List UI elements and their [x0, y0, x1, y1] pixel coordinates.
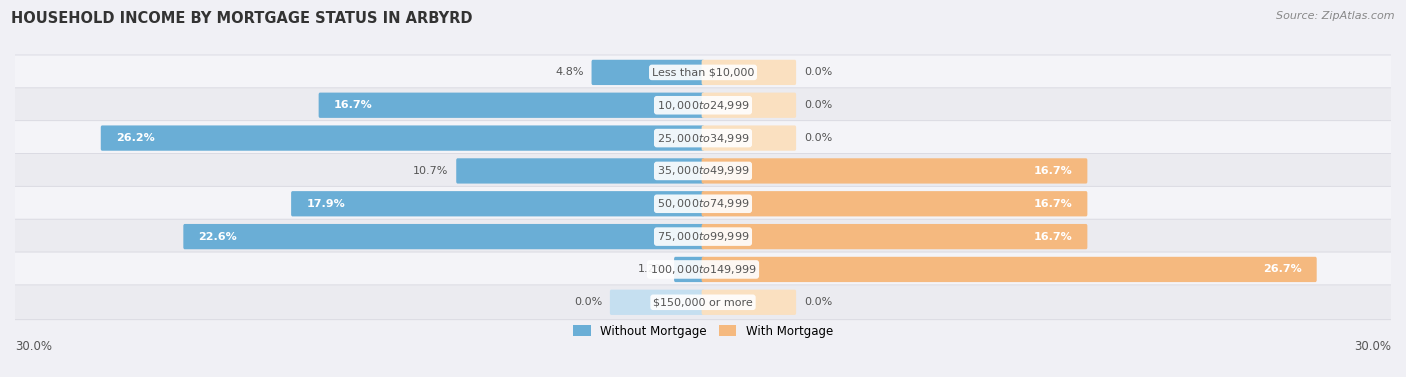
FancyBboxPatch shape: [702, 191, 1087, 216]
Text: 1.2%: 1.2%: [638, 264, 666, 274]
Text: 26.7%: 26.7%: [1263, 264, 1302, 274]
Text: 16.7%: 16.7%: [1033, 199, 1073, 209]
Text: 30.0%: 30.0%: [1354, 340, 1391, 353]
FancyBboxPatch shape: [14, 55, 1392, 90]
Text: $50,000 to $74,999: $50,000 to $74,999: [657, 197, 749, 210]
Text: $25,000 to $34,999: $25,000 to $34,999: [657, 132, 749, 145]
Text: 4.8%: 4.8%: [555, 67, 583, 77]
Text: 0.0%: 0.0%: [804, 297, 832, 307]
Text: Source: ZipAtlas.com: Source: ZipAtlas.com: [1277, 11, 1395, 21]
Text: $75,000 to $99,999: $75,000 to $99,999: [657, 230, 749, 243]
Text: $10,000 to $24,999: $10,000 to $24,999: [657, 99, 749, 112]
Text: 16.7%: 16.7%: [333, 100, 373, 110]
FancyBboxPatch shape: [702, 60, 796, 85]
Text: 10.7%: 10.7%: [413, 166, 449, 176]
FancyBboxPatch shape: [702, 126, 796, 151]
Text: 26.2%: 26.2%: [115, 133, 155, 143]
FancyBboxPatch shape: [702, 93, 796, 118]
Text: $100,000 to $149,999: $100,000 to $149,999: [650, 263, 756, 276]
FancyBboxPatch shape: [456, 158, 704, 184]
Text: HOUSEHOLD INCOME BY MORTGAGE STATUS IN ARBYRD: HOUSEHOLD INCOME BY MORTGAGE STATUS IN A…: [11, 11, 472, 26]
FancyBboxPatch shape: [14, 121, 1392, 155]
FancyBboxPatch shape: [702, 257, 1316, 282]
Text: 30.0%: 30.0%: [15, 340, 52, 353]
FancyBboxPatch shape: [610, 290, 704, 315]
Text: 0.0%: 0.0%: [804, 100, 832, 110]
FancyBboxPatch shape: [14, 252, 1392, 287]
FancyBboxPatch shape: [673, 257, 704, 282]
FancyBboxPatch shape: [319, 93, 704, 118]
FancyBboxPatch shape: [101, 126, 704, 151]
Text: 0.0%: 0.0%: [804, 67, 832, 77]
Text: Less than $10,000: Less than $10,000: [652, 67, 754, 77]
Legend: Without Mortgage, With Mortgage: Without Mortgage, With Mortgage: [574, 325, 832, 338]
FancyBboxPatch shape: [14, 153, 1392, 188]
Text: $35,000 to $49,999: $35,000 to $49,999: [657, 164, 749, 178]
FancyBboxPatch shape: [702, 290, 796, 315]
Text: $150,000 or more: $150,000 or more: [654, 297, 752, 307]
Text: 0.0%: 0.0%: [574, 297, 602, 307]
Text: 22.6%: 22.6%: [198, 231, 238, 242]
Text: 16.7%: 16.7%: [1033, 166, 1073, 176]
FancyBboxPatch shape: [702, 224, 1087, 249]
FancyBboxPatch shape: [14, 88, 1392, 123]
FancyBboxPatch shape: [291, 191, 704, 216]
FancyBboxPatch shape: [702, 158, 1087, 184]
FancyBboxPatch shape: [14, 285, 1392, 320]
FancyBboxPatch shape: [14, 186, 1392, 221]
FancyBboxPatch shape: [183, 224, 704, 249]
FancyBboxPatch shape: [14, 219, 1392, 254]
Text: 0.0%: 0.0%: [804, 133, 832, 143]
Text: 17.9%: 17.9%: [307, 199, 344, 209]
FancyBboxPatch shape: [592, 60, 704, 85]
Text: 16.7%: 16.7%: [1033, 231, 1073, 242]
